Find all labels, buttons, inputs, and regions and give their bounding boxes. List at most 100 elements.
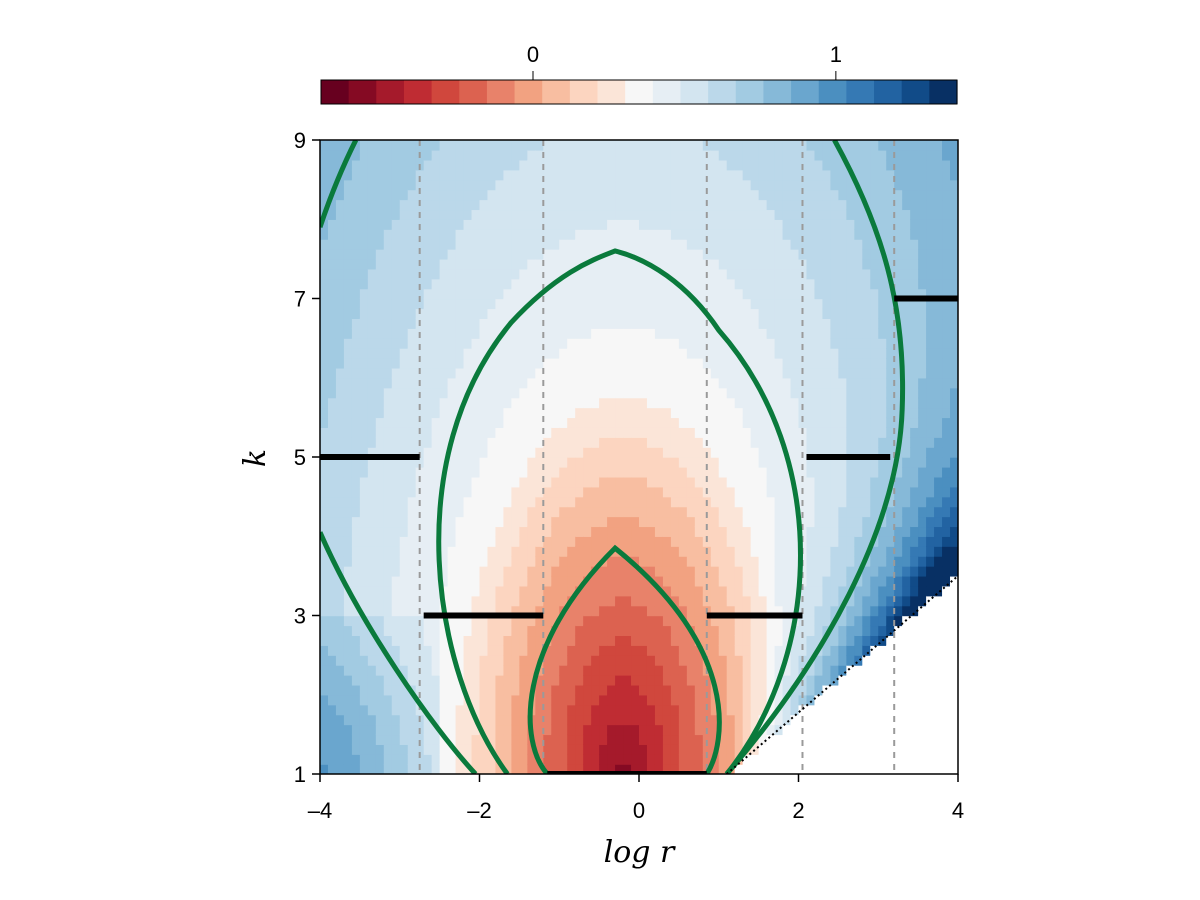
heatmap-cell — [686, 595, 696, 607]
heatmap-cell — [455, 318, 465, 329]
heatmap-cell — [383, 397, 393, 409]
heatmap-cell — [742, 526, 752, 537]
heatmap-cell — [391, 714, 401, 726]
heatmap-cell — [726, 239, 736, 250]
heatmap-cell — [479, 476, 489, 488]
heatmap-cell — [527, 437, 537, 448]
heatmap-cell — [351, 526, 361, 537]
heatmap-cell — [878, 565, 887, 577]
heatmap-cell — [591, 268, 600, 280]
heatmap-cell — [327, 496, 337, 508]
heatmap-cell — [575, 417, 584, 428]
heatmap-cell — [782, 724, 792, 736]
heatmap-cell — [838, 397, 848, 409]
heatmap-cell — [734, 694, 744, 706]
heatmap-cell — [479, 457, 489, 468]
heatmap-cell — [407, 546, 417, 557]
heatmap-cell — [439, 556, 449, 567]
heatmap-cell — [495, 605, 505, 617]
colorbar-levels — [321, 80, 958, 104]
heatmap-cell — [351, 546, 361, 557]
heatmap-cell — [710, 338, 720, 349]
heatmap-cell — [631, 258, 640, 270]
heatmap-cell — [654, 229, 664, 240]
heatmap-cell — [543, 288, 552, 300]
heatmap-cell — [886, 556, 895, 567]
heatmap-cell — [910, 348, 919, 359]
heatmap-cell — [559, 585, 568, 597]
heatmap-cell — [583, 149, 592, 161]
heatmap-cell — [846, 764, 856, 774]
heatmap-cell — [431, 516, 441, 528]
heatmap-cell — [431, 476, 441, 488]
heatmap-cell — [527, 585, 537, 597]
heatmap-cell — [878, 655, 887, 666]
heatmap-cell — [479, 704, 489, 716]
heatmap-cell — [471, 209, 481, 220]
heatmap-cell — [639, 367, 648, 379]
heatmap-cell — [511, 526, 521, 537]
heatmap-cell — [320, 407, 329, 419]
heatmap-cell — [750, 635, 760, 646]
heatmap-cell — [503, 338, 513, 349]
heatmap-cell — [327, 516, 337, 528]
heatmap-cell — [615, 556, 624, 567]
heatmap-cell — [631, 328, 640, 339]
heatmap-cell — [902, 625, 911, 637]
heatmap-cell — [479, 288, 489, 300]
heatmap-cell — [463, 536, 473, 547]
heatmap-cell — [455, 417, 465, 428]
heatmap-cell — [838, 407, 848, 419]
heatmap-cell — [631, 546, 640, 557]
heatmap-cell — [327, 328, 337, 339]
heatmap-cell — [487, 387, 497, 399]
heatmap-cell — [415, 338, 425, 349]
heatmap-cell — [862, 437, 871, 448]
heatmap-cell — [527, 605, 537, 617]
heatmap-cell — [902, 565, 911, 577]
heatmap-cell — [447, 348, 457, 359]
heatmap-cell — [750, 704, 760, 716]
heatmap-cell — [463, 417, 473, 428]
heatmap-cell — [646, 466, 656, 478]
heatmap-cell — [734, 635, 744, 646]
heatmap-cell — [431, 536, 441, 547]
heatmap-cell — [503, 189, 513, 201]
heatmap-cell — [407, 288, 417, 300]
heatmap-cell — [878, 387, 887, 399]
heatmap-cell — [343, 437, 353, 448]
heatmap-cell — [654, 734, 664, 745]
heatmap-cell — [567, 585, 576, 597]
heatmap-cell — [726, 714, 736, 726]
heatmap-cell — [862, 714, 871, 726]
heatmap-cell — [559, 288, 568, 300]
heatmap-cell — [591, 466, 600, 478]
heatmap-cell — [575, 744, 584, 755]
heatmap-cell — [359, 625, 369, 637]
heatmap-cell — [567, 665, 576, 676]
heatmap-cell — [830, 239, 840, 250]
heatmap-cell — [806, 288, 816, 300]
heatmap-cell — [463, 288, 473, 300]
heatmap-cell — [439, 367, 449, 379]
heatmap-cell — [463, 556, 473, 567]
heatmap-cell — [814, 536, 824, 547]
heatmap-cell — [854, 407, 863, 419]
heatmap-cell — [519, 704, 529, 716]
heatmap-cell — [726, 565, 736, 577]
heatmap-cell — [631, 159, 640, 171]
heatmap-cell — [838, 239, 848, 250]
heatmap-cell — [527, 209, 537, 220]
heatmap-cell — [351, 655, 361, 666]
heatmap-cell — [886, 655, 895, 666]
heatmap-cell — [551, 169, 560, 181]
heatmap-cell — [878, 140, 887, 151]
heatmap-cell — [623, 466, 632, 478]
heatmap-cell — [710, 377, 720, 389]
heatmap-cell — [343, 377, 353, 389]
heatmap-cell — [758, 486, 768, 498]
heatmap-cell — [463, 189, 473, 201]
heatmap-cell — [646, 229, 656, 240]
heatmap-cell — [407, 179, 417, 191]
heatmap-cell — [662, 665, 672, 676]
